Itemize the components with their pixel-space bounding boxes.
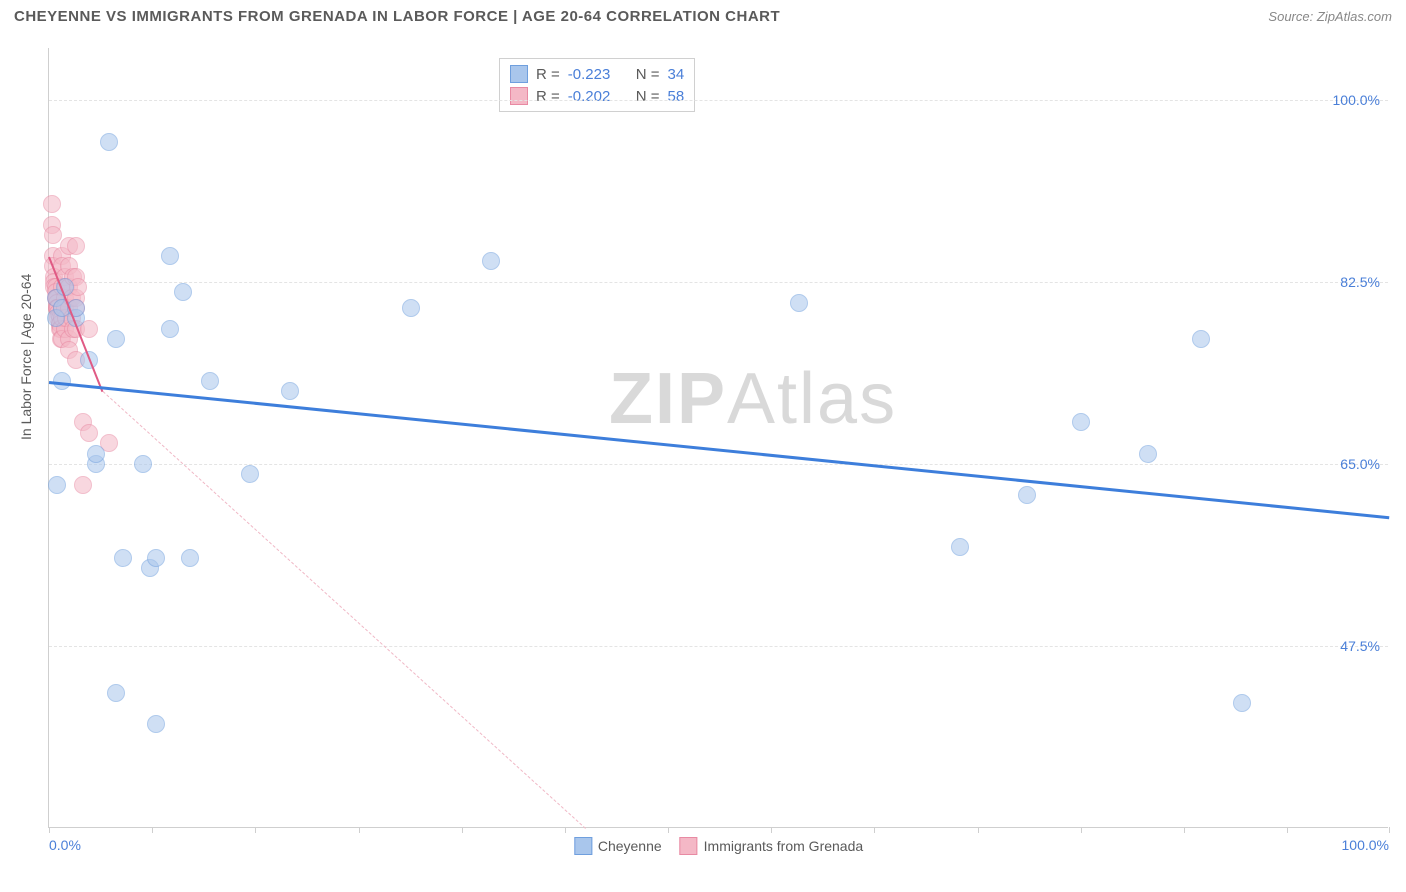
y-tick-label: 100.0%: [1333, 92, 1380, 108]
data-point: [241, 465, 259, 483]
x-tick: [771, 827, 772, 833]
legend-item: Immigrants from Grenada: [680, 837, 864, 855]
series-legend: Cheyenne Immigrants from Grenada: [574, 837, 863, 855]
x-tick: [462, 827, 463, 833]
gridline: [49, 282, 1388, 283]
data-point: [80, 424, 98, 442]
legend-r-label: R =: [536, 66, 560, 83]
x-tick: [565, 827, 566, 833]
legend-label: Cheyenne: [598, 838, 662, 854]
chart-title: CHEYENNE VS IMMIGRANTS FROM GRENADA IN L…: [14, 8, 780, 25]
x-tick: [359, 827, 360, 833]
data-point: [147, 549, 165, 567]
legend-row: R = -0.202 N = 58: [510, 85, 684, 107]
watermark-rest: Atlas: [727, 359, 897, 439]
data-point: [790, 294, 808, 312]
y-tick-label: 82.5%: [1340, 274, 1380, 290]
data-point: [74, 476, 92, 494]
legend-n-value: 58: [668, 88, 685, 105]
correlation-legend: R = -0.223 N = 34 R = -0.202 N = 58: [499, 58, 695, 112]
x-tick: [668, 827, 669, 833]
y-axis-label: In Labor Force | Age 20-64: [18, 274, 34, 440]
x-tick: [978, 827, 979, 833]
x-tick: [49, 827, 50, 833]
trend-line: [49, 381, 1389, 519]
legend-r-value: -0.202: [568, 88, 628, 105]
data-point: [67, 237, 85, 255]
data-point: [201, 372, 219, 390]
data-point: [181, 549, 199, 567]
data-point: [87, 445, 105, 463]
chart-source: Source: ZipAtlas.com: [1268, 9, 1392, 24]
data-point: [134, 455, 152, 473]
data-point: [161, 320, 179, 338]
x-tick: [874, 827, 875, 833]
y-tick-label: 65.0%: [1340, 456, 1380, 472]
scatter-chart: ZIPAtlas R =-0.223N =34R =-0.202N =58 Ch…: [48, 48, 1388, 828]
data-point: [1072, 413, 1090, 431]
data-point: [1018, 486, 1036, 504]
x-tick: [1389, 827, 1390, 833]
data-point: [174, 283, 192, 301]
data-point: [107, 684, 125, 702]
legend-item: Cheyenne: [574, 837, 662, 855]
legend-row: R = -0.223 N = 34: [510, 63, 684, 85]
y-tick-label: 47.5%: [1340, 638, 1380, 654]
data-point: [1192, 330, 1210, 348]
x-tick-label: 100.0%: [1342, 837, 1389, 853]
data-point: [44, 226, 62, 244]
chart-header: CHEYENNE VS IMMIGRANTS FROM GRENADA IN L…: [0, 0, 1406, 31]
data-point: [1233, 694, 1251, 712]
source-name: ZipAtlas.com: [1317, 9, 1392, 24]
legend-n-label: N =: [636, 66, 660, 83]
data-point: [482, 252, 500, 270]
data-point: [147, 715, 165, 733]
data-point: [1139, 445, 1157, 463]
x-tick: [1184, 827, 1185, 833]
gridline: [49, 646, 1388, 647]
data-point: [48, 476, 66, 494]
legend-r-label: R =: [536, 88, 560, 105]
trend-line: [102, 391, 585, 829]
data-point: [107, 330, 125, 348]
data-point: [281, 382, 299, 400]
watermark-bold: ZIP: [609, 359, 727, 439]
x-tick-label: 0.0%: [49, 837, 81, 853]
data-point: [161, 247, 179, 265]
x-tick: [1081, 827, 1082, 833]
legend-label: Immigrants from Grenada: [704, 838, 864, 854]
source-label: Source:: [1268, 9, 1313, 24]
x-tick: [255, 827, 256, 833]
x-tick: [152, 827, 153, 833]
legend-n-label: N =: [636, 88, 660, 105]
x-tick: [1287, 827, 1288, 833]
legend-n-value: 34: [668, 66, 685, 83]
gridline: [49, 100, 1388, 101]
data-point: [43, 195, 61, 213]
legend-swatch: [510, 65, 528, 83]
legend-swatch: [510, 87, 528, 105]
legend-swatch: [574, 837, 592, 855]
data-point: [951, 538, 969, 556]
data-point: [100, 133, 118, 151]
data-point: [114, 549, 132, 567]
data-point: [402, 299, 420, 317]
legend-swatch: [680, 837, 698, 855]
watermark: ZIPAtlas: [609, 358, 897, 440]
legend-r-value: -0.223: [568, 66, 628, 83]
